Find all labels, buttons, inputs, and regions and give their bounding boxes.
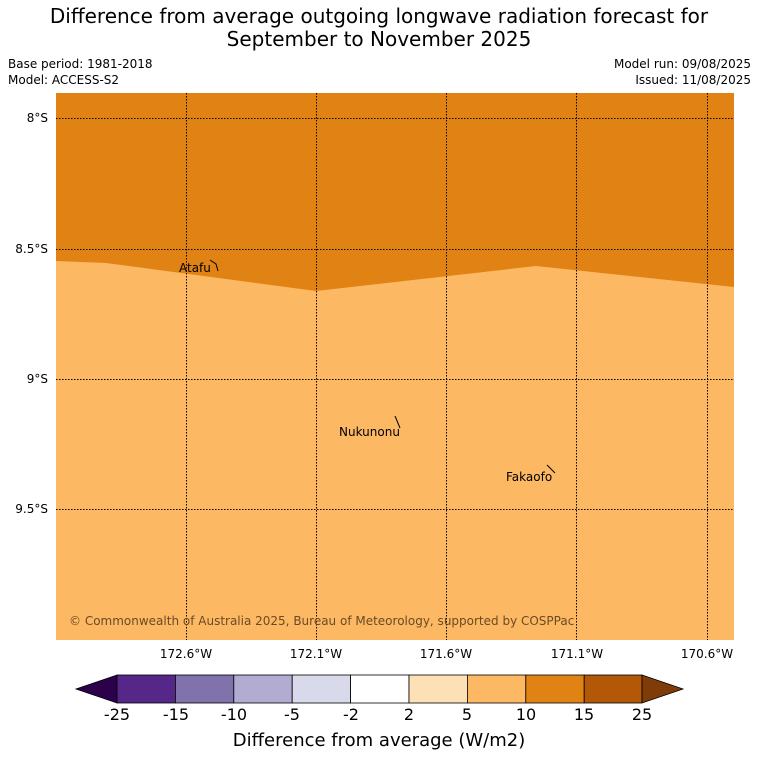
fakaofo-island	[546, 464, 556, 474]
colorbar-extend-high	[641, 674, 685, 704]
lon-label-171-1w: 171.1°W	[550, 647, 604, 661]
place-fakaofo: Fakaofo	[506, 470, 553, 484]
lat-label-8-5s: 8.5°S	[15, 242, 48, 256]
issued-date: Issued: 11/08/2025	[635, 73, 751, 87]
colorbar-bin-10-15	[525, 674, 585, 704]
colorbar-bin-15-25	[583, 674, 643, 704]
place-atafu: Atafu	[179, 261, 211, 275]
colorbar-bin-neg2-2	[350, 674, 410, 704]
colorbar-title: Difference from average (W/m2)	[232, 730, 526, 751]
map-panel[interactable]	[56, 93, 734, 640]
island-outlines	[209, 259, 556, 474]
copyright-notice: © Commonwealth of Australia 2025, Bureau…	[69, 614, 575, 628]
meta-left: Base period: 1981-2018 Model: ACCESS-S2	[8, 56, 153, 88]
model-name: Model: ACCESS-S2	[8, 73, 120, 87]
colorbar-tick: -5	[284, 705, 300, 724]
colorbar-tick: 10	[515, 705, 537, 724]
colorbar-bin-5-10	[466, 674, 527, 704]
colorbar-bin-neg5-neg2	[291, 674, 352, 704]
atafu-island	[209, 259, 219, 272]
base-period: Base period: 1981-2018	[8, 57, 153, 71]
lat-label-8s: 8°S	[26, 111, 48, 125]
title-line-1: Difference from average outgoing longwav…	[49, 4, 709, 28]
colorbar-tick: 5	[461, 705, 473, 724]
colorbar	[74, 674, 685, 704]
title-line-2: September to November 2025	[226, 27, 532, 51]
meta-right: Model run: 09/08/2025 Issued: 11/08/2025	[614, 56, 751, 88]
colorbar-tick: -25	[103, 705, 131, 724]
colorbar-tick: -15	[162, 705, 190, 724]
lon-label-172-1w: 172.1°W	[289, 647, 343, 661]
nukunonu-island	[394, 415, 401, 429]
colorbar-bin-neg25-neg15	[116, 674, 176, 704]
lon-label-170-6w: 170.6°W	[680, 647, 734, 661]
colorbar-bin-neg15-neg10	[174, 674, 235, 704]
place-nukunonu: Nukunonu	[339, 425, 400, 439]
map-canvas	[56, 93, 734, 640]
colorbar-tick: -10	[220, 705, 248, 724]
colorbar-extend-low	[74, 674, 118, 704]
colorbar-bin-neg10-neg5	[233, 674, 293, 704]
colorbar-tick: 25	[631, 705, 653, 724]
region-south	[56, 261, 734, 640]
lon-label-172-6w: 172.6°W	[159, 647, 213, 661]
map-title: Difference from average outgoing longwav…	[0, 5, 758, 51]
colorbar-tick: -2	[343, 705, 359, 724]
colorbar-tick: 15	[573, 705, 595, 724]
lat-label-9s: 9°S	[26, 372, 48, 386]
colorbar-bin-2-5	[408, 674, 468, 704]
lon-label-171-6w: 171.6°W	[419, 647, 473, 661]
lat-label-9-5s: 9.5°S	[15, 502, 48, 516]
graticule	[56, 93, 734, 640]
model-run: Model run: 09/08/2025	[613, 57, 751, 71]
colorbar-tick: 2	[403, 705, 415, 724]
